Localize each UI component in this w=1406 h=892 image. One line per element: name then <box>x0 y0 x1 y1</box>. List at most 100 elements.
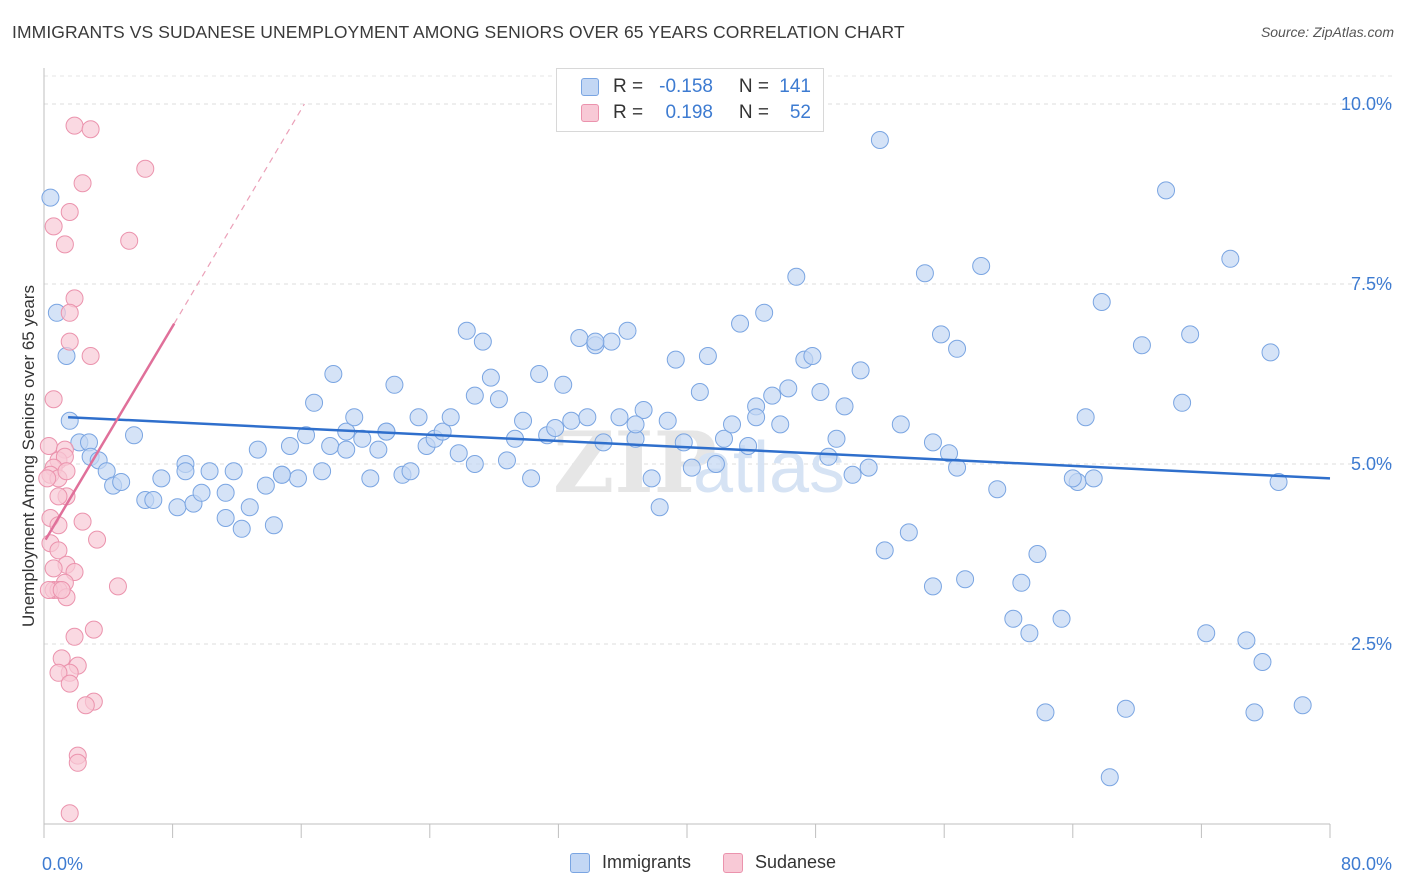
immigrants-point <box>859 458 878 477</box>
immigrants-point <box>1245 703 1264 722</box>
sudanese-point <box>55 235 74 254</box>
immigrants-point <box>899 523 918 542</box>
sudanese-point <box>60 203 79 221</box>
immigrants-point <box>811 383 830 401</box>
immigrants-point <box>988 480 1007 499</box>
immigrants-point <box>618 321 637 340</box>
immigrants-point <box>1052 609 1071 628</box>
correlation-legend: R = -0.158 N = 141 R = 0.198 N = 52 <box>556 68 824 132</box>
sudanese-point <box>38 469 57 488</box>
immigrants-point <box>305 393 324 412</box>
sudanese-point <box>81 120 100 139</box>
immigrants-point <box>530 365 549 383</box>
immigrants-point <box>264 516 283 535</box>
n-label: N = <box>738 102 769 123</box>
immigrants-point <box>562 411 581 430</box>
immigrants-point <box>1197 624 1216 643</box>
legend-row-sudanese: R = 0.198 N = 52 <box>581 101 811 125</box>
chart-title: IMMIGRANTS VS SUDANESE UNEMPLOYMENT AMON… <box>12 22 905 42</box>
immigrants-point <box>125 426 144 445</box>
immigrants-point <box>658 411 677 430</box>
r-value: 0.198 <box>665 102 713 123</box>
immigrants-point <box>272 465 291 484</box>
immigrants-point <box>803 347 822 365</box>
immigrants-point <box>956 570 975 589</box>
immigrants-point <box>1084 469 1103 488</box>
immigrants-point <box>747 408 766 427</box>
sudanese-point <box>49 541 68 560</box>
n-value: 141 <box>779 76 811 97</box>
immigrants-point <box>827 429 846 448</box>
immigrants-point <box>779 379 798 398</box>
immigrants-point <box>875 541 894 560</box>
immigrants-point <box>514 411 533 430</box>
immigrants-point <box>385 375 404 394</box>
immigrants-point <box>1116 699 1135 718</box>
legend-label-sudanese: Sudanese <box>754 852 837 872</box>
immigrants-point <box>690 383 709 401</box>
y-tick-label: 5.0% <box>1351 454 1392 474</box>
legend-swatch-immigrants <box>569 852 590 873</box>
sudanese-point <box>60 332 79 351</box>
immigrants-point <box>626 415 645 434</box>
immigrants-point <box>1261 343 1280 362</box>
immigrants-point <box>923 577 942 596</box>
sudanese-point <box>88 530 107 549</box>
n-value: 52 <box>789 102 811 123</box>
immigrants-point <box>232 519 251 538</box>
immigrants-point <box>1269 473 1288 491</box>
immigrants-point <box>337 440 356 459</box>
sudanese-point <box>81 347 100 365</box>
r-value: -0.158 <box>659 76 713 97</box>
immigrants-point <box>1181 325 1200 344</box>
sudanese-trendline-extension <box>173 103 305 324</box>
sudanese-point <box>108 577 127 596</box>
legend-item-sudanese[interactable]: Sudanese <box>722 852 837 873</box>
legend-item-immigrants[interactable]: Immigrants <box>569 852 691 873</box>
sudanese-point <box>65 116 84 135</box>
sudanese-point <box>49 487 68 506</box>
legend-swatch-sudanese <box>722 852 743 873</box>
immigrants-point <box>1020 624 1039 643</box>
immigrants-point <box>1173 393 1192 412</box>
immigrants-point <box>200 462 219 481</box>
immigrants-point <box>1036 703 1055 722</box>
sudanese-point <box>60 804 79 823</box>
immigrants-point <box>554 375 573 394</box>
y-tick-label: 2.5% <box>1351 634 1392 654</box>
immigrants-point <box>345 408 364 427</box>
immigrants-point <box>465 386 484 405</box>
immigrants-point <box>1253 653 1272 671</box>
immigrants-point <box>1221 249 1240 268</box>
immigrants-point <box>176 462 195 481</box>
immigrants-point <box>489 390 508 409</box>
sudanese-point <box>39 437 58 455</box>
immigrants-point <box>297 426 316 445</box>
immigrants-point <box>546 419 565 437</box>
immigrants-point <box>666 350 685 369</box>
immigrants-point <box>940 444 959 463</box>
sudanese-point <box>52 581 71 599</box>
immigrants-point <box>1132 336 1151 355</box>
r-label: R = <box>613 102 644 123</box>
immigrants-point <box>698 347 717 365</box>
immigrants-point <box>256 476 275 495</box>
immigrants-point <box>650 498 669 517</box>
immigrants-point <box>714 429 733 448</box>
immigrants-point <box>41 188 60 207</box>
legend-swatch-immigrants <box>581 78 599 96</box>
immigrants-point <box>240 498 259 517</box>
sudanese-point <box>84 620 103 639</box>
sudanese-point <box>44 217 63 236</box>
immigrants-point <box>586 332 605 351</box>
immigrants-point <box>787 267 806 286</box>
immigrants-point <box>570 329 589 347</box>
immigrants-point <box>948 339 967 358</box>
immigrants-point <box>835 397 854 416</box>
immigrants-point <box>313 462 332 481</box>
immigrants-point <box>843 465 862 484</box>
immigrants-point <box>192 483 211 502</box>
immigrants-point <box>288 469 307 488</box>
immigrants-point <box>1293 696 1312 715</box>
immigrants-point <box>602 332 621 351</box>
